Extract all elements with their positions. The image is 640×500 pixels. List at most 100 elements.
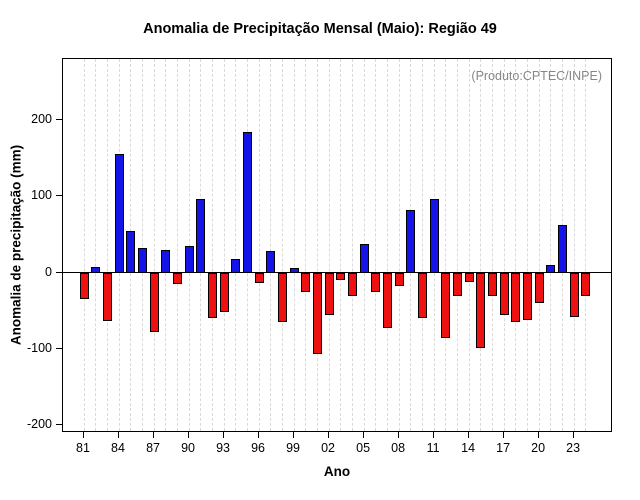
gridline (316, 59, 318, 431)
bar-1991 (196, 198, 206, 273)
bar-2006 (371, 272, 381, 292)
x-axis-tick (188, 432, 190, 438)
x-axis-tick (538, 432, 540, 438)
y-axis-tick (56, 271, 62, 273)
x-tick-label: 20 (531, 441, 546, 455)
bar-1999 (289, 268, 299, 273)
bar-1996 (254, 272, 264, 283)
y-axis-tick (56, 424, 62, 426)
x-tick-label: 99 (286, 441, 300, 455)
y-tick-label: 200 (31, 112, 52, 127)
plot-area: (Produto:CPTEC/INPE) (62, 58, 612, 432)
gridline (573, 59, 575, 431)
bar-2007 (382, 272, 392, 328)
gridline (480, 59, 482, 431)
bar-2015 (476, 272, 486, 348)
bar-2012 (441, 272, 451, 338)
x-axis-tick (363, 432, 365, 438)
bar-1997 (266, 251, 276, 273)
gridline (375, 59, 377, 431)
x-axis-tick (223, 432, 225, 438)
bar-1990 (184, 246, 194, 273)
bar-2004 (347, 272, 357, 296)
x-tick-label: 23 (566, 441, 581, 455)
gridline (270, 59, 272, 431)
x-tick-label: 14 (461, 441, 476, 455)
gridline (445, 59, 447, 431)
bar-2010 (417, 272, 427, 319)
gridline (550, 59, 552, 431)
y-tick-label: -100 (26, 341, 52, 356)
bar-2019 (522, 272, 532, 321)
bar-1983 (102, 272, 112, 321)
x-tick-label: 96 (251, 441, 265, 455)
x-axis-title: Ano (323, 464, 351, 479)
x-tick-label: 02 (321, 441, 336, 455)
x-axis-tick (153, 432, 155, 438)
gridline (83, 59, 85, 431)
bar-2017 (499, 272, 509, 315)
bar-2023 (569, 272, 579, 317)
bar-1982 (91, 266, 101, 273)
y-axis-title: Anomalia de precipitação (mm) (8, 144, 24, 346)
y-axis-tick (56, 195, 62, 197)
bar-1998 (277, 272, 287, 323)
y-tick-label: -200 (26, 417, 52, 432)
x-tick-label: 17 (496, 441, 511, 455)
x-axis-tick (573, 432, 575, 438)
gridline (421, 59, 423, 431)
bar-2022 (557, 224, 567, 273)
bar-1985 (126, 230, 136, 273)
x-axis-tick (328, 432, 330, 438)
bar-1993 (219, 272, 229, 313)
gridline (165, 59, 167, 431)
x-axis-tick (293, 432, 295, 438)
gridline (106, 59, 108, 431)
x-tick-label: 84 (111, 441, 125, 455)
gridline (503, 59, 505, 431)
gridline (258, 59, 260, 431)
bar-2016 (487, 272, 497, 296)
y-axis-tick (56, 348, 62, 350)
x-axis-tick (468, 432, 470, 438)
gridline (585, 59, 587, 431)
gridline (223, 59, 225, 431)
gridline (491, 59, 493, 431)
bar-2000 (301, 272, 311, 292)
bar-2003 (336, 272, 346, 281)
x-tick-label: 81 (76, 441, 90, 455)
source-note: (Produto:CPTEC/INPE) (471, 69, 602, 83)
gridline (351, 59, 353, 431)
gridline (211, 59, 213, 431)
x-axis-tick (398, 432, 400, 438)
bar-2024 (581, 272, 591, 296)
bar-1986 (137, 248, 147, 273)
bar-2021 (546, 265, 556, 273)
bar-1992 (207, 272, 217, 319)
y-tick-label: 0 (45, 264, 52, 279)
bar-2005 (359, 243, 369, 273)
gridline (188, 59, 190, 431)
x-axis-tick (83, 432, 84, 438)
gridline (456, 59, 458, 431)
gridline (468, 59, 470, 431)
gridline (141, 59, 143, 431)
gridline (95, 59, 97, 431)
y-axis-tick (56, 119, 62, 121)
gridline (386, 59, 388, 431)
gridline (526, 59, 528, 431)
gridline (235, 59, 237, 431)
x-tick-label: 08 (391, 441, 406, 455)
gridline (538, 59, 540, 431)
gridline (398, 59, 400, 431)
bar-2008 (394, 272, 404, 287)
bar-1984 (114, 154, 124, 273)
bar-2001 (312, 272, 322, 355)
y-tick-label: 100 (31, 188, 52, 203)
x-tick-label: 05 (356, 441, 371, 455)
bar-2014 (464, 272, 474, 282)
x-tick-label: 93 (216, 441, 230, 455)
bar-1995 (242, 131, 252, 273)
bar-1989 (172, 272, 182, 285)
